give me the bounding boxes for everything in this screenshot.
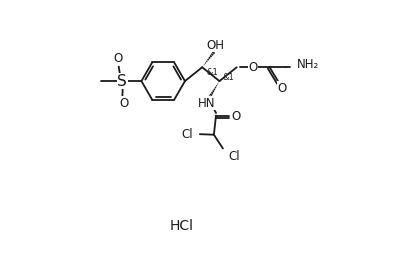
Text: Cl: Cl: [181, 128, 193, 141]
Text: NH₂: NH₂: [296, 58, 319, 70]
Text: Cl: Cl: [228, 150, 239, 163]
Text: &1: &1: [207, 67, 218, 77]
Text: HCl: HCl: [169, 219, 193, 233]
Text: HN: HN: [197, 97, 214, 110]
Text: O: O: [119, 97, 128, 110]
Text: OH: OH: [206, 39, 224, 52]
Text: O: O: [277, 82, 286, 95]
Text: O: O: [113, 52, 122, 65]
Text: &1: &1: [222, 73, 234, 82]
Text: O: O: [231, 110, 240, 123]
Text: S: S: [117, 74, 127, 89]
Text: O: O: [248, 61, 257, 74]
